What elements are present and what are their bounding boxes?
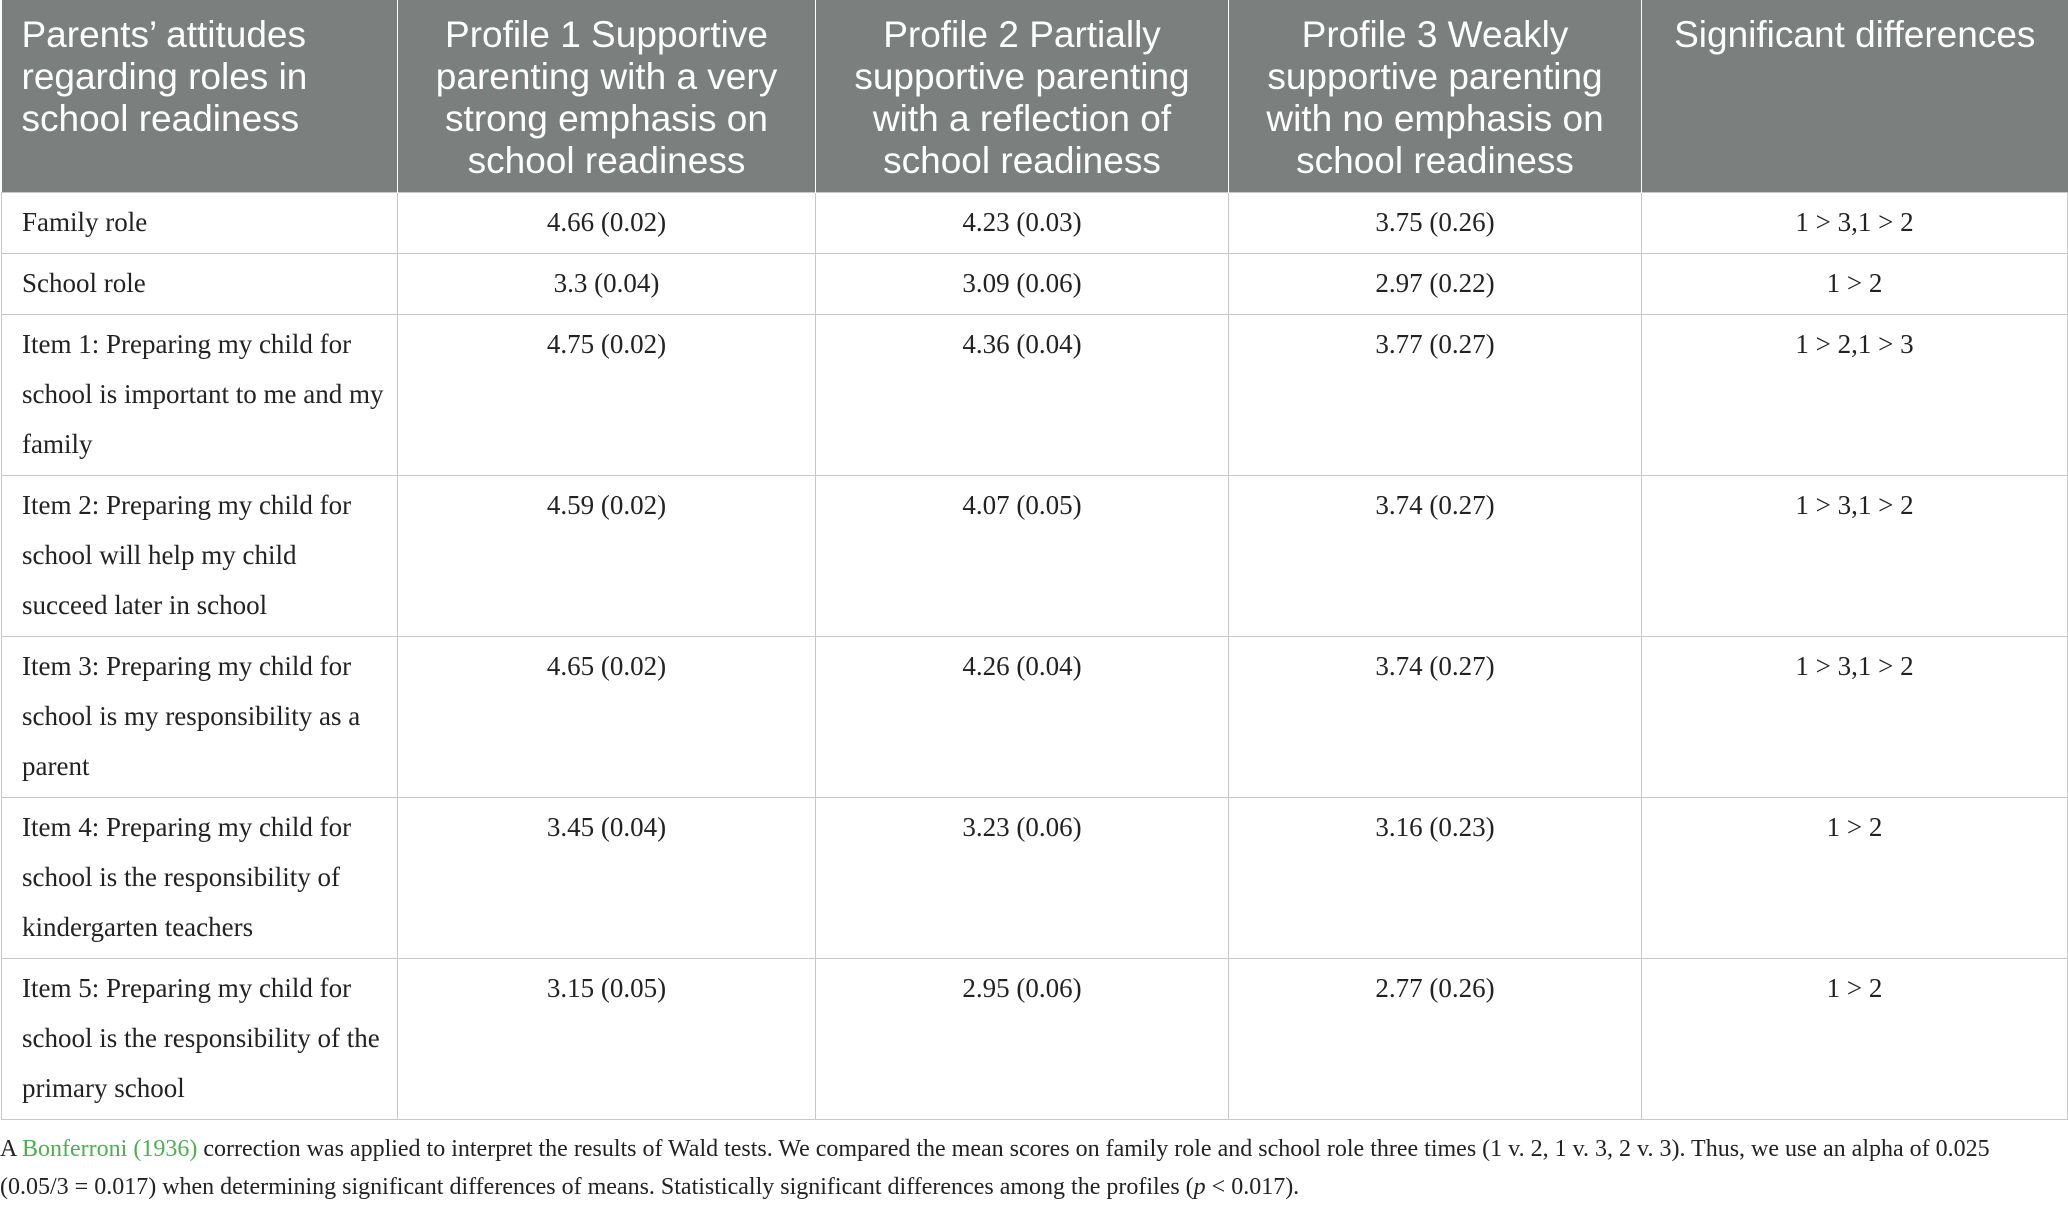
row-label: Item 4: Preparing my child for school is…: [1, 797, 398, 959]
cell-significance: 1 > 3,1 > 2: [1641, 192, 2068, 254]
footnote-suffix: < 0.017).: [1205, 1174, 1300, 1200]
table-row: Item 3: Preparing my child for school is…: [1, 636, 2068, 798]
header-profile-3: Profile 3 Weakly supportive parenting wi…: [1228, 0, 1642, 193]
header-row: Parents’ attitudes regarding roles in sc…: [1, 0, 2068, 193]
results-table: Parents’ attitudes regarding roles in sc…: [1, 0, 2068, 1120]
cell-profile-1: 4.75 (0.02): [397, 314, 816, 476]
cell-profile-3: 3.16 (0.23): [1228, 797, 1642, 959]
row-label: Item 1: Preparing my child for school is…: [1, 314, 398, 476]
bonferroni-citation-link[interactable]: Bonferroni (1936): [22, 1136, 198, 1162]
footnote-p-symbol: p: [1193, 1174, 1206, 1200]
row-label: Family role: [1, 192, 398, 254]
table-row: Item 4: Preparing my child for school is…: [1, 797, 2068, 959]
cell-profile-2: 2.95 (0.06): [815, 958, 1229, 1120]
cell-profile-1: 3.15 (0.05): [397, 958, 816, 1120]
cell-significance: 1 > 3,1 > 2: [1641, 475, 2068, 637]
table-footnote: A Bonferroni (1936) correction was appli…: [0, 1130, 2060, 1206]
cell-significance: 1 > 2: [1641, 797, 2068, 959]
row-label: School role: [1, 253, 398, 315]
footnote-prefix: A: [0, 1136, 23, 1162]
cell-profile-1: 3.45 (0.04): [397, 797, 816, 959]
row-label: Item 5: Preparing my child for school is…: [1, 958, 398, 1120]
cell-profile-2: 4.26 (0.04): [815, 636, 1229, 798]
cell-profile-1: 4.65 (0.02): [397, 636, 816, 798]
cell-profile-1: 3.3 (0.04): [397, 253, 816, 315]
cell-profile-3: 3.74 (0.27): [1228, 475, 1642, 637]
header-attitudes: Parents’ attitudes regarding roles in sc…: [1, 0, 398, 193]
cell-profile-2: 4.23 (0.03): [815, 192, 1229, 254]
header-significant-differences: Significant differences: [1641, 0, 2068, 193]
table-row: Item 1: Preparing my child for school is…: [1, 314, 2068, 476]
row-label: Item 3: Preparing my child for school is…: [1, 636, 398, 798]
table-row: Family role 4.66 (0.02) 4.23 (0.03) 3.75…: [1, 192, 2068, 254]
header-profile-2: Profile 2 Partially supportive parenting…: [815, 0, 1229, 193]
cell-profile-3: 3.77 (0.27): [1228, 314, 1642, 476]
table-container: Parents’ attitudes regarding roles in sc…: [1, 0, 2068, 1120]
cell-profile-1: 4.59 (0.02): [397, 475, 816, 637]
cell-significance: 1 > 2,1 > 3: [1641, 314, 2068, 476]
cell-profile-3: 3.75 (0.26): [1228, 192, 1642, 254]
row-label: Item 2: Preparing my child for school wi…: [1, 475, 398, 637]
cell-profile-2: 4.36 (0.04): [815, 314, 1229, 476]
cell-profile-2: 4.07 (0.05): [815, 475, 1229, 637]
cell-profile-3: 3.74 (0.27): [1228, 636, 1642, 798]
header-profile-1: Profile 1 Supportive parenting with a ve…: [397, 0, 816, 193]
table-row: Item 2: Preparing my child for school wi…: [1, 475, 2068, 637]
table-row: School role 3.3 (0.04) 3.09 (0.06) 2.97 …: [1, 253, 2068, 315]
cell-profile-2: 3.09 (0.06): [815, 253, 1229, 315]
cell-significance: 1 > 2: [1641, 958, 2068, 1120]
cell-profile-3: 2.97 (0.22): [1228, 253, 1642, 315]
table-row: Item 5: Preparing my child for school is…: [1, 958, 2068, 1120]
cell-significance: 1 > 3,1 > 2: [1641, 636, 2068, 798]
cell-profile-1: 4.66 (0.02): [397, 192, 816, 254]
cell-profile-3: 2.77 (0.26): [1228, 958, 1642, 1120]
footnote-body: correction was applied to interpret the …: [0, 1136, 1990, 1200]
cell-profile-2: 3.23 (0.06): [815, 797, 1229, 959]
cell-significance: 1 > 2: [1641, 253, 2068, 315]
